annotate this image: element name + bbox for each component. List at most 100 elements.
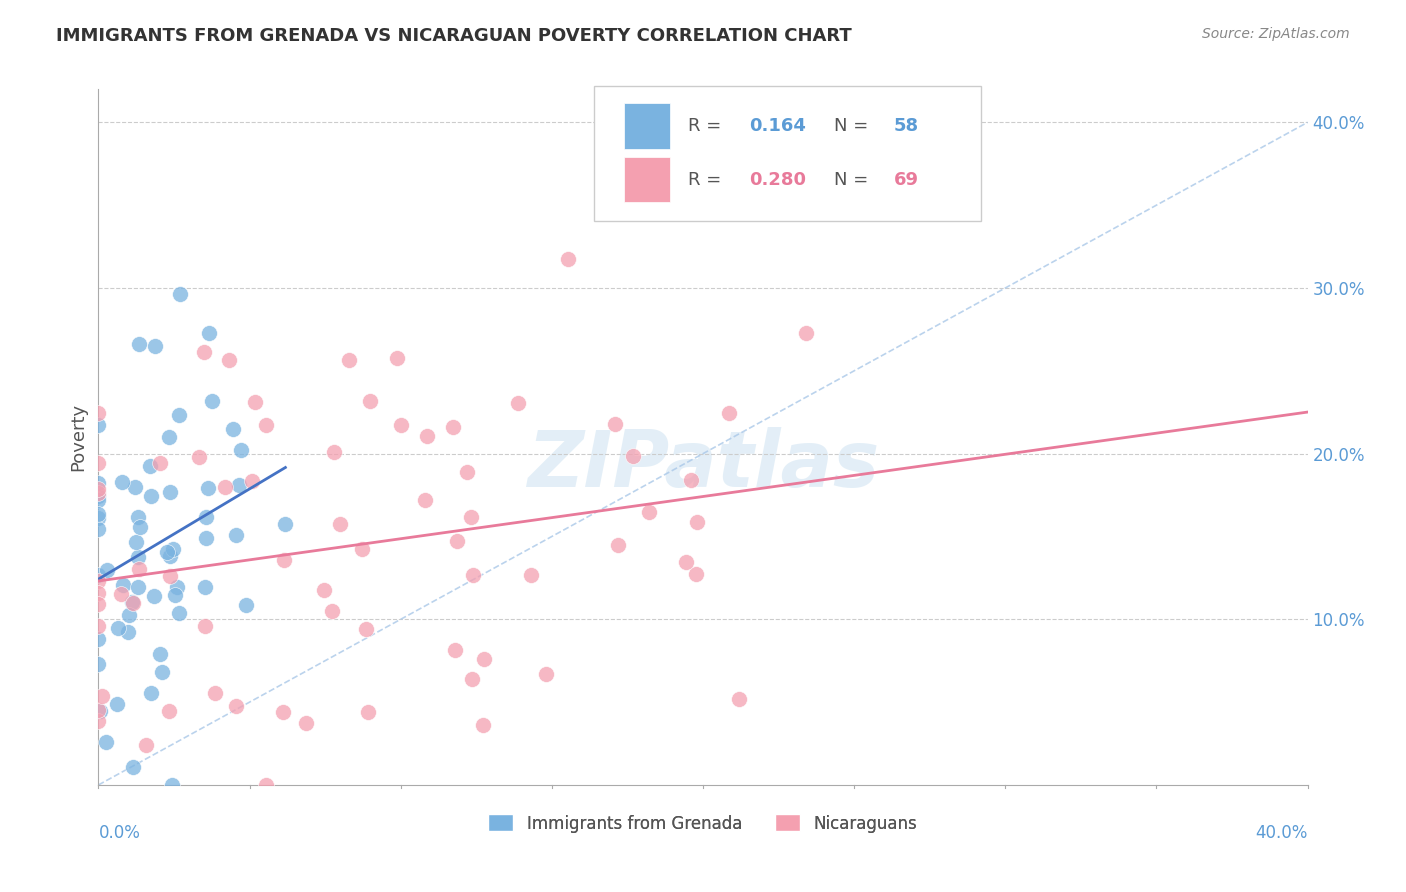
Point [124,535,146,549]
Point [96,563,118,577]
Point [112,578,135,592]
Point [235,598,257,612]
FancyBboxPatch shape [624,103,671,149]
Point [167,606,190,620]
Point [337,352,360,367]
Point [157,704,180,718]
Point [128,337,150,351]
Point [357,705,380,719]
Point [685,566,707,581]
Point [111,475,134,490]
Point [135,739,157,753]
Point [204,685,226,699]
Point [321,604,343,618]
Point [413,492,436,507]
Point [461,673,484,687]
Point [536,667,558,681]
Text: Source: ZipAtlas.com: Source: ZipAtlas.com [1202,27,1350,41]
Text: IMMIGRANTS FROM GRENADA VS NICARAGUAN POVERTY CORRELATION CHART: IMMIGRANTS FROM GRENADA VS NICARAGUAN PO… [56,27,852,45]
Point [254,778,277,792]
Point [416,428,439,442]
Point [243,395,266,409]
Point [127,549,149,564]
Point [122,596,145,610]
Point [194,619,217,633]
Point [87,657,110,672]
Point [87,703,110,717]
Point [194,580,217,594]
Text: N =: N = [834,170,873,188]
Point [87,714,110,729]
Point [165,588,187,602]
Point [89,704,111,718]
Point [129,520,152,534]
Point [87,619,110,633]
Point [127,510,149,524]
Point [193,344,215,359]
Point [87,574,110,588]
Point [441,420,464,434]
Point [122,759,145,773]
Point [87,407,110,421]
Point [352,541,374,556]
Point [295,716,318,731]
Text: R =: R = [689,170,727,188]
Point [274,516,297,531]
Point [87,522,110,536]
Point [87,489,110,503]
Point [91,690,114,704]
Point [229,442,252,457]
Point [794,326,817,340]
Point [117,607,139,622]
Point [107,621,129,635]
Point [356,623,378,637]
Point [162,541,184,556]
Point [87,476,110,491]
Text: ZIPatlas: ZIPatlas [527,427,879,503]
Point [727,692,749,706]
Point [194,510,217,524]
Point [87,568,110,582]
Point [157,430,180,444]
Point [169,287,191,301]
Point [87,508,110,522]
Point [686,516,709,530]
Text: 58: 58 [894,117,920,135]
Legend: Immigrants from Grenada, Nicaraguans: Immigrants from Grenada, Nicaraguans [482,808,924,839]
Point [143,339,166,353]
Point [201,394,224,409]
Point [149,648,172,662]
Y-axis label: Poverty: Poverty [69,403,87,471]
Point [254,418,277,433]
Text: 0.164: 0.164 [749,117,806,135]
Point [150,665,173,679]
Point [156,545,179,559]
Point [194,532,217,546]
Point [167,408,190,422]
Point [446,534,468,549]
Point [87,417,110,432]
FancyBboxPatch shape [624,157,671,202]
Point [623,449,645,463]
Point [228,478,250,492]
Point [124,480,146,494]
Text: 40.0%: 40.0% [1256,824,1308,842]
Point [87,511,110,525]
Point [87,482,110,496]
Point [121,595,143,609]
Point [87,486,110,500]
Point [197,481,219,495]
Point [87,456,110,470]
Point [444,642,467,657]
Point [159,484,181,499]
Point [117,625,139,640]
Point [159,549,181,563]
Point [359,394,381,409]
Point [329,516,352,531]
Point [105,697,128,711]
Point [225,527,247,541]
Point [607,538,630,552]
Point [96,735,118,749]
Point [472,652,495,666]
Point [141,489,163,503]
